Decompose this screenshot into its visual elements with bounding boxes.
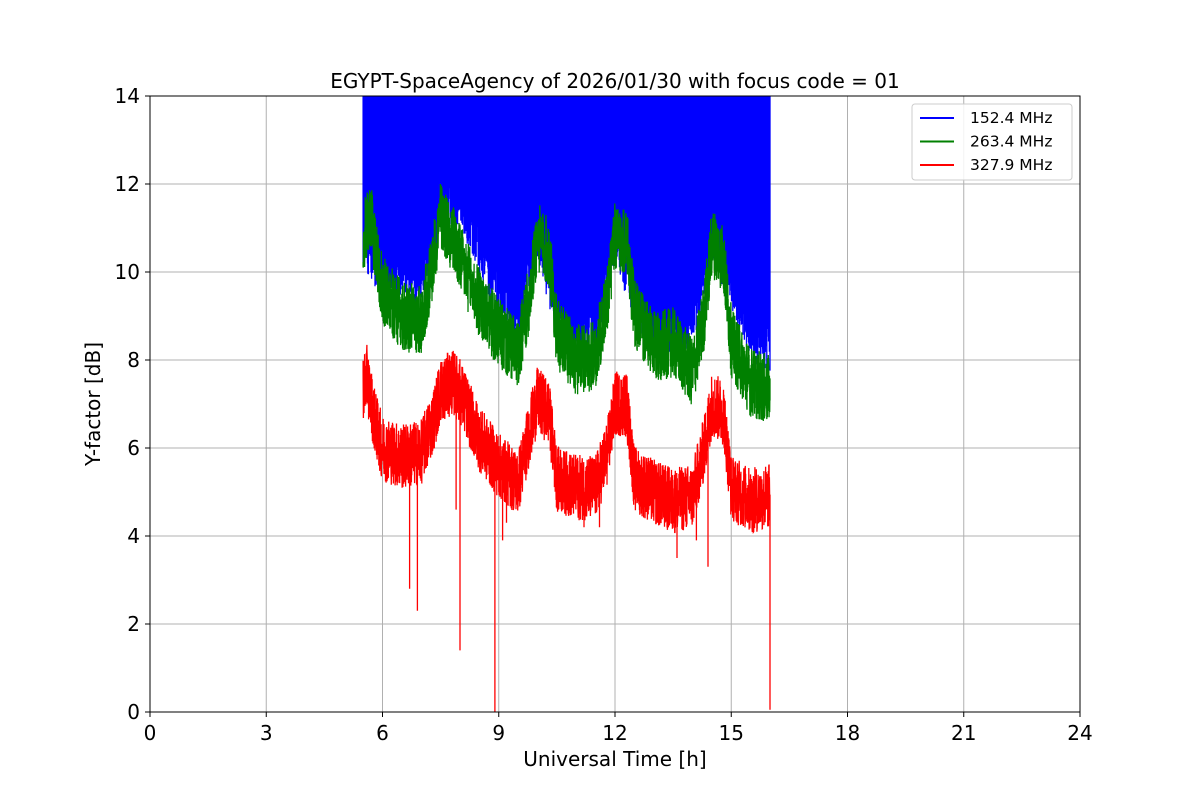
- x-tick-label: 9: [492, 721, 505, 745]
- legend-box: [911, 103, 1073, 181]
- x-tick-label: 0: [144, 721, 157, 745]
- legend-label: 327.9 MHz: [970, 156, 1052, 174]
- y-tick-label: 12: [115, 172, 140, 196]
- x-tick-label: 6: [376, 721, 389, 745]
- series-line-263-4-mhz: [362, 183, 771, 422]
- series-line-152-4-mhz: [362, 95, 771, 371]
- chart-title: EGYPT-SpaceAgency of 2026/01/30 with foc…: [330, 69, 899, 93]
- x-tick-label: 24: [1067, 721, 1092, 745]
- plot-area: [362, 95, 771, 712]
- x-tick-label: 12: [602, 721, 627, 745]
- x-tick-label: 15: [719, 721, 744, 745]
- legend: 152.4 MHz 263.4 MHz 327.9 MHz: [911, 103, 1073, 181]
- y-tick-label: 4: [127, 524, 140, 548]
- x-tick-label: 18: [835, 721, 860, 745]
- y-tick-label: 8: [127, 348, 140, 372]
- y-tick-label: 6: [127, 436, 140, 460]
- x-axis: 0 3 6 9 12 15 18 21 24: [144, 712, 1093, 745]
- legend-label: 263.4 MHz: [970, 133, 1052, 151]
- y-tick-label: 2: [127, 612, 140, 636]
- legend-label: 152.4 MHz: [970, 109, 1052, 127]
- y-axis-label: Y-factor [dB]: [81, 342, 105, 467]
- x-tick-label: 3: [260, 721, 273, 745]
- y-tick-label: 14: [115, 84, 140, 108]
- x-axis-label: Universal Time [h]: [523, 747, 706, 771]
- y-tick-label: 0: [127, 700, 140, 724]
- y-axis: 0 2 4 6 8 10 12 14: [115, 84, 150, 724]
- x-tick-label: 21: [951, 721, 976, 745]
- series-line-327-9-mhz: [362, 344, 771, 712]
- y-tick-label: 10: [115, 260, 140, 284]
